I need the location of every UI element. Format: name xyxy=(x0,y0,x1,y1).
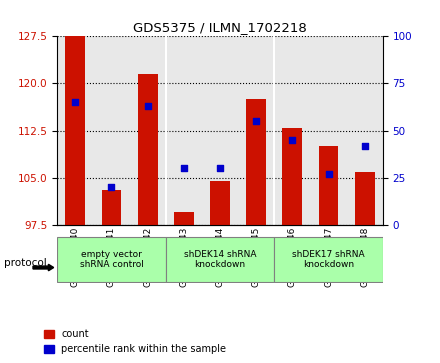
Bar xyxy=(174,212,194,225)
Bar xyxy=(166,237,274,282)
Point xyxy=(216,166,224,171)
Text: shDEK14 shRNA
knockdown: shDEK14 shRNA knockdown xyxy=(184,250,256,269)
Bar xyxy=(282,127,302,225)
Bar xyxy=(66,36,85,225)
Point xyxy=(361,143,368,149)
Point xyxy=(325,171,332,177)
Point xyxy=(72,99,79,105)
Title: GDS5375 / ILMN_1702218: GDS5375 / ILMN_1702218 xyxy=(133,21,307,34)
Bar xyxy=(274,237,383,282)
Point xyxy=(289,137,296,143)
Bar xyxy=(138,74,158,225)
Bar xyxy=(246,99,266,225)
Bar xyxy=(210,181,230,225)
Text: shDEK17 shRNA
knockdown: shDEK17 shRNA knockdown xyxy=(292,250,365,269)
Bar xyxy=(102,191,121,225)
Text: protocol: protocol xyxy=(4,258,47,268)
Point xyxy=(253,118,260,124)
Point xyxy=(144,103,151,109)
Point xyxy=(180,166,187,171)
Bar xyxy=(355,172,375,225)
Bar xyxy=(57,237,166,282)
Legend: count, percentile rank within the sample: count, percentile rank within the sample xyxy=(40,326,230,358)
Point xyxy=(108,184,115,190)
Text: empty vector
shRNA control: empty vector shRNA control xyxy=(80,250,143,269)
Bar xyxy=(319,146,338,225)
